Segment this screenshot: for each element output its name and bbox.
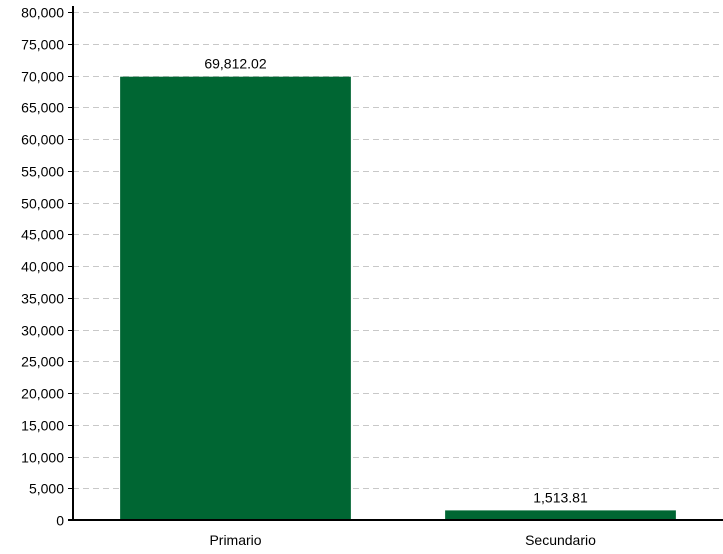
x-axis-labels: Primario Secundario (209, 532, 596, 548)
x-category-label-secundario: Secundario (525, 532, 596, 548)
y-tick-label: 70,000 (21, 69, 64, 85)
gridlines (73, 12, 723, 489)
bar-primario (120, 76, 351, 521)
data-label-primario: 69,812.02 (204, 56, 266, 72)
y-axis-ticks: 0 5,000 10,000 15,000 20,000 25,000 30,000 35,0… (21, 5, 73, 529)
y-tick-label: 75,000 (21, 37, 64, 53)
y-tick-label: 20,000 (21, 386, 64, 402)
y-tick-label: 25,000 (21, 354, 64, 370)
y-tick-label: 30,000 (21, 323, 64, 339)
y-tick-label: 0 (56, 513, 64, 529)
data-labels: 69,812.02 1,513.81 (204, 56, 588, 506)
y-tick-label: 35,000 (21, 291, 64, 307)
data-label-secundario: 1,513.81 (533, 489, 588, 505)
y-tick-label: 10,000 (21, 450, 64, 466)
y-tick-label: 50,000 (21, 196, 64, 212)
y-tick-label: 15,000 (21, 418, 64, 434)
y-tick-label: 55,000 (21, 164, 64, 180)
y-tick-label: 80,000 (21, 5, 64, 21)
bar-secundario (445, 510, 676, 520)
y-tick-label: 65,000 (21, 100, 64, 116)
y-tick-label: 45,000 (21, 227, 64, 243)
y-tick-label: 40,000 (21, 259, 64, 275)
y-tick-label: 5,000 (29, 481, 64, 497)
x-category-label-primario: Primario (209, 532, 261, 548)
bars (120, 76, 676, 521)
axes (68, 6, 723, 521)
y-tick-label: 60,000 (21, 132, 64, 148)
